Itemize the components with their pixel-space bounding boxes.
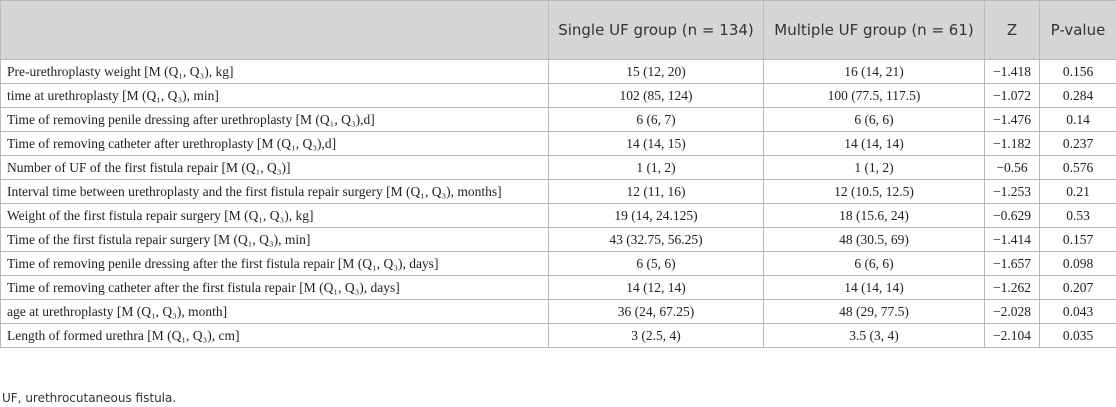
row-label: Time of removing penile dressing after t…	[0, 251, 549, 276]
cell: 19 (14, 24.125)	[548, 203, 764, 228]
header-cell: Single UF group (n = 134)	[548, 0, 764, 60]
cell: 0.576	[1039, 155, 1116, 180]
row-label: age at urethroplasty [M (Q₁, Q₃), month]	[0, 299, 549, 324]
cell: 48 (29, 77.5)	[763, 299, 985, 324]
cell: 0.157	[1039, 227, 1116, 252]
cell: 12 (11, 16)	[548, 179, 764, 204]
header-cell: P-value	[1039, 0, 1116, 60]
cell: −1.657	[984, 251, 1040, 276]
table-row: Number of UF of the first fistula repair…	[0, 155, 1116, 180]
table-row: Time of removing catheter after the firs…	[0, 275, 1116, 300]
cell: 15 (12, 20)	[548, 59, 764, 84]
row-label: Time of removing catheter after the firs…	[0, 275, 549, 300]
cell: 0.53	[1039, 203, 1116, 228]
cell: 0.207	[1039, 275, 1116, 300]
cell: 48 (30.5, 69)	[763, 227, 985, 252]
cell: 6 (6, 6)	[763, 251, 985, 276]
cell: 100 (77.5, 117.5)	[763, 83, 985, 108]
cell: 0.14	[1039, 107, 1116, 132]
cell: 14 (14, 15)	[548, 131, 764, 156]
cell: −1.253	[984, 179, 1040, 204]
cell: 0.035	[1039, 323, 1116, 348]
row-label: time at urethroplasty [M (Q₁, Q₃), min]	[0, 83, 549, 108]
table-row: Time of the first fistula repair surgery…	[0, 227, 1116, 252]
cell: 3 (2.5, 4)	[548, 323, 764, 348]
row-label: Time of removing penile dressing after u…	[0, 107, 549, 132]
table-row: Time of removing penile dressing after u…	[0, 107, 1116, 132]
cell: 16 (14, 21)	[763, 59, 985, 84]
data-table: Single UF group (n = 134) Multiple UF gro…	[0, 0, 1116, 348]
cell: 6 (5, 6)	[548, 251, 764, 276]
cell: −0.629	[984, 203, 1040, 228]
cell: 3.5 (3, 4)	[763, 323, 985, 348]
row-label: Pre-urethroplasty weight [M (Q₁, Q₃), kg…	[0, 59, 549, 84]
row-label: Weight of the first fistula repair surge…	[0, 203, 549, 228]
cell: 14 (14, 14)	[763, 131, 985, 156]
cell: 0.284	[1039, 83, 1116, 108]
table-row: age at urethroplasty [M (Q₁, Q₃), month]…	[0, 299, 1116, 324]
cell: 0.237	[1039, 131, 1116, 156]
table-row: Pre-urethroplasty weight [M (Q₁, Q₃), kg…	[0, 59, 1116, 84]
cell: −1.414	[984, 227, 1040, 252]
cell: 14 (12, 14)	[548, 275, 764, 300]
footnote: UF, urethrocutaneous fistula.	[2, 391, 177, 405]
header-cell: Z	[984, 0, 1040, 60]
cell: −0.56	[984, 155, 1040, 180]
row-label: Interval time between urethroplasty and …	[0, 179, 549, 204]
table-row: Time of removing catheter after urethrop…	[0, 131, 1116, 156]
cell: −1.072	[984, 83, 1040, 108]
cell: −2.028	[984, 299, 1040, 324]
header-cell: Multiple UF group (n = 61)	[763, 0, 985, 60]
cell: −1.476	[984, 107, 1040, 132]
cell: 0.156	[1039, 59, 1116, 84]
cell: 0.21	[1039, 179, 1116, 204]
row-label: Time of the first fistula repair surgery…	[0, 227, 549, 252]
cell: 1 (1, 2)	[548, 155, 764, 180]
table-body: Pre-urethroplasty weight [M (Q₁, Q₃), kg…	[0, 59, 1116, 348]
table-row: Time of removing penile dressing after t…	[0, 251, 1116, 276]
cell: −1.182	[984, 131, 1040, 156]
cell: 12 (10.5, 12.5)	[763, 179, 985, 204]
header-row: Single UF group (n = 134) Multiple UF gro…	[0, 0, 1116, 60]
cell: −1.262	[984, 275, 1040, 300]
table-row: Length of formed urethra [M (Q₁, Q₃), cm…	[0, 323, 1116, 348]
cell: 0.098	[1039, 251, 1116, 276]
table-row: time at urethroplasty [M (Q₁, Q₃), min] 1…	[0, 83, 1116, 108]
table-row: Weight of the first fistula repair surge…	[0, 203, 1116, 228]
cell: 43 (32.75, 56.25)	[548, 227, 764, 252]
table-row: Interval time between urethroplasty and …	[0, 179, 1116, 204]
cell: 6 (6, 7)	[548, 107, 764, 132]
cell: 0.043	[1039, 299, 1116, 324]
cell: 102 (85, 124)	[548, 83, 764, 108]
cell: 6 (6, 6)	[763, 107, 985, 132]
row-label: Time of removing catheter after urethrop…	[0, 131, 549, 156]
cell: 1 (1, 2)	[763, 155, 985, 180]
cell: −1.418	[984, 59, 1040, 84]
header-cell	[0, 0, 549, 60]
cell: 18 (15.6, 24)	[763, 203, 985, 228]
row-label: Length of formed urethra [M (Q₁, Q₃), cm…	[0, 323, 549, 348]
cell: 14 (14, 14)	[763, 275, 985, 300]
row-label: Number of UF of the first fistula repair…	[0, 155, 549, 180]
cell: −2.104	[984, 323, 1040, 348]
cell: 36 (24, 67.25)	[548, 299, 764, 324]
